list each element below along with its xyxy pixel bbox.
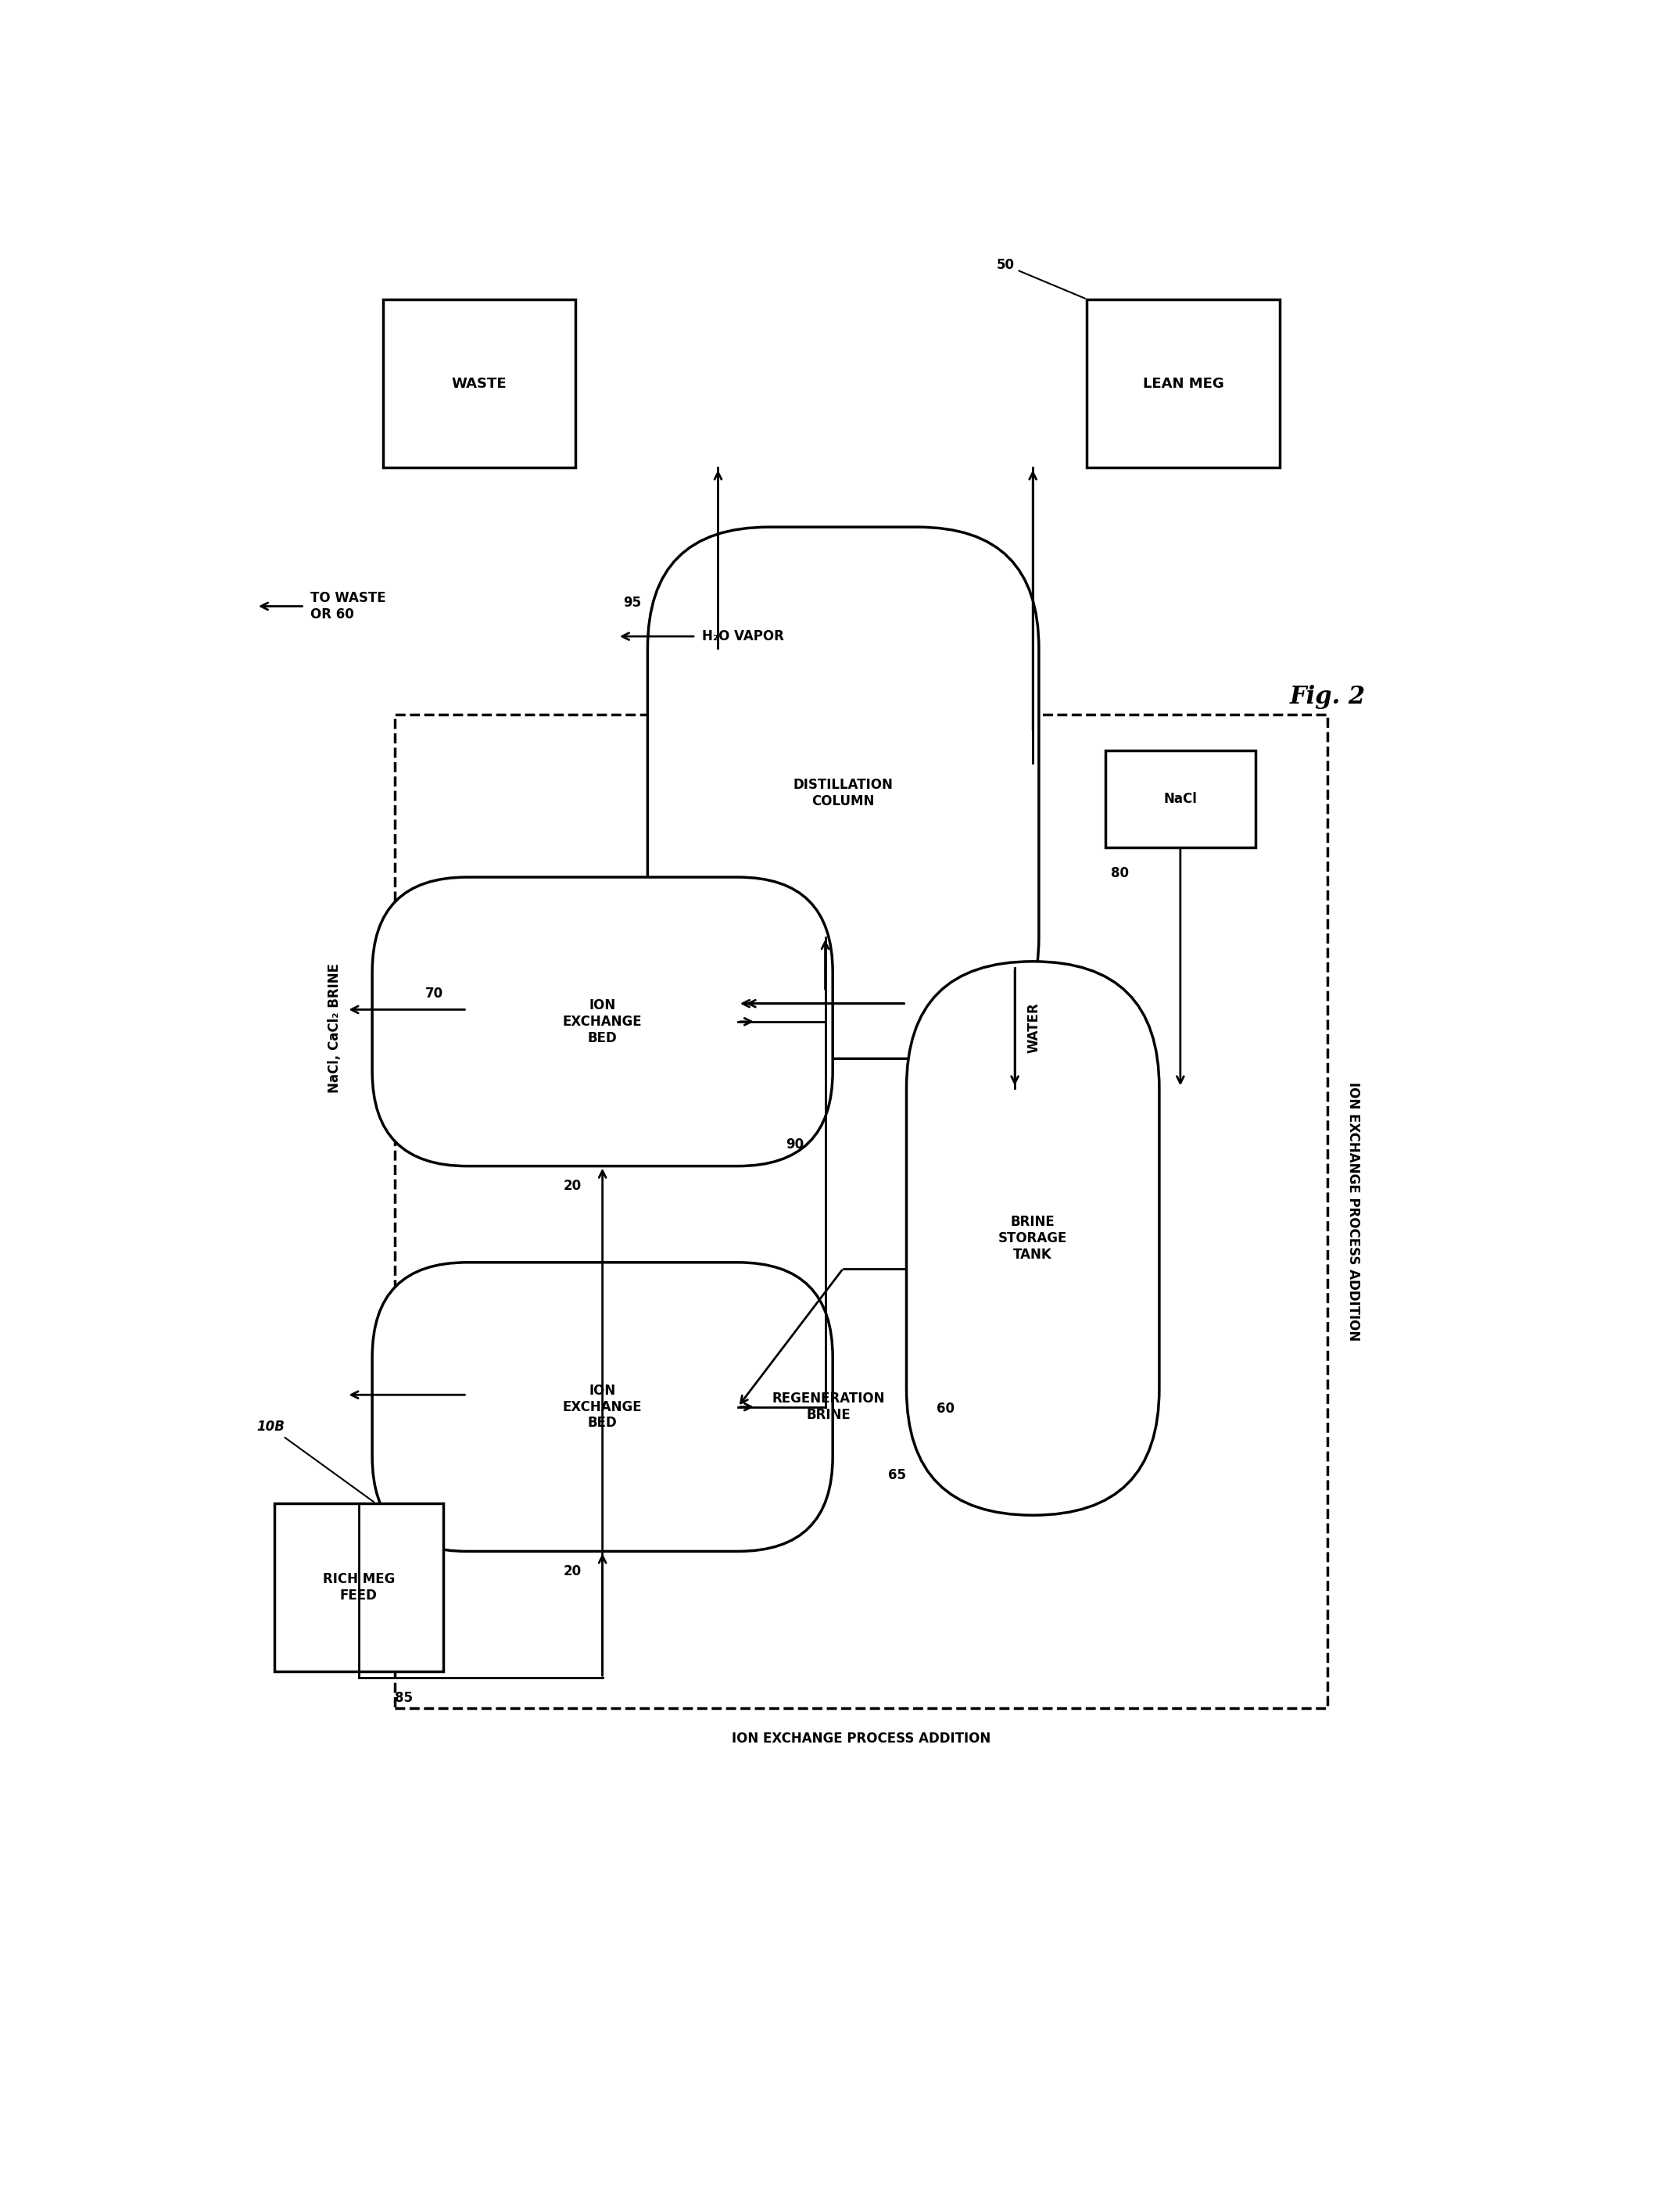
Text: 70: 70 bbox=[425, 987, 444, 1000]
Text: ION
EXCHANGE
BED: ION EXCHANGE BED bbox=[563, 998, 642, 1044]
Text: NaCl: NaCl bbox=[1164, 791, 1198, 806]
Text: 50: 50 bbox=[996, 258, 1085, 297]
FancyBboxPatch shape bbox=[907, 961, 1159, 1516]
FancyBboxPatch shape bbox=[373, 877, 833, 1165]
Text: BRINE
STORAGE
TANK: BRINE STORAGE TANK bbox=[998, 1216, 1067, 1262]
FancyBboxPatch shape bbox=[1105, 751, 1255, 846]
FancyBboxPatch shape bbox=[274, 1502, 444, 1672]
Text: ION
EXCHANGE
BED: ION EXCHANGE BED bbox=[563, 1383, 642, 1430]
Text: ION EXCHANGE PROCESS ADDITION: ION EXCHANGE PROCESS ADDITION bbox=[732, 1732, 991, 1747]
FancyBboxPatch shape bbox=[373, 1262, 833, 1551]
Text: 95: 95 bbox=[623, 595, 642, 610]
Text: 20: 20 bbox=[563, 1179, 581, 1194]
Text: DISTILLATION
COLUMN: DISTILLATION COLUMN bbox=[793, 778, 894, 809]
Text: LEAN MEG: LEAN MEG bbox=[1142, 377, 1225, 390]
Text: 85: 85 bbox=[395, 1692, 413, 1705]
FancyBboxPatch shape bbox=[383, 300, 575, 467]
Text: ION EXCHANGE PROCESS ADDITION: ION EXCHANGE PROCESS ADDITION bbox=[1346, 1082, 1359, 1342]
Text: TO WASTE
OR 60: TO WASTE OR 60 bbox=[311, 590, 386, 621]
Text: 10B: 10B bbox=[257, 1421, 373, 1502]
Text: 90: 90 bbox=[786, 1137, 805, 1152]
Text: 60: 60 bbox=[936, 1401, 954, 1417]
Text: WASTE: WASTE bbox=[452, 377, 507, 390]
FancyBboxPatch shape bbox=[1087, 300, 1280, 467]
Text: H₂O VAPOR: H₂O VAPOR bbox=[702, 630, 785, 643]
Text: 80: 80 bbox=[1110, 866, 1129, 881]
Text: NaCl, CaCl₂ BRINE: NaCl, CaCl₂ BRINE bbox=[328, 963, 341, 1093]
Text: Fig. 2: Fig. 2 bbox=[1290, 685, 1366, 709]
Text: 65: 65 bbox=[889, 1467, 907, 1483]
Text: REGENERATION
BRINE: REGENERATION BRINE bbox=[771, 1392, 885, 1423]
Text: WATER: WATER bbox=[1026, 1002, 1042, 1053]
Text: RICH MEG
FEED: RICH MEG FEED bbox=[323, 1573, 395, 1602]
Text: 45: 45 bbox=[672, 949, 690, 965]
Text: 20: 20 bbox=[563, 1564, 581, 1580]
FancyBboxPatch shape bbox=[647, 527, 1038, 1060]
